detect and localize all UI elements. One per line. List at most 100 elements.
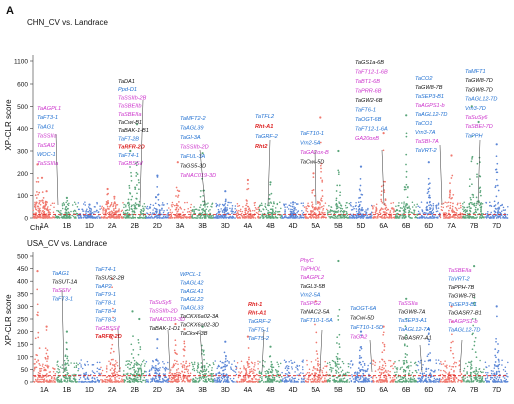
data-point <box>206 215 209 217</box>
peak-point <box>33 215 36 218</box>
data-point <box>154 368 156 370</box>
data-point <box>149 216 152 219</box>
gene-label: TaAG1 <box>37 124 54 130</box>
data-point <box>174 359 176 362</box>
gene-label: TaAGL12-7D <box>415 112 447 118</box>
data-point <box>66 379 69 382</box>
data-point <box>86 377 89 380</box>
data-point <box>96 361 99 364</box>
data-point <box>165 216 167 219</box>
data-point <box>346 379 349 381</box>
peak-point <box>498 215 501 218</box>
data-point <box>77 217 80 219</box>
data-point <box>316 216 318 218</box>
data-point <box>255 211 258 214</box>
data-point <box>394 366 396 368</box>
data-point <box>254 217 257 219</box>
data-point <box>423 211 426 214</box>
data-point <box>259 376 261 378</box>
peak-point <box>475 202 478 205</box>
data-point <box>180 378 183 380</box>
data-point <box>163 368 166 370</box>
data-point <box>367 367 369 370</box>
peak-point <box>402 215 405 217</box>
data-point <box>463 380 465 383</box>
peak-point <box>66 348 68 351</box>
peak-point <box>449 182 451 184</box>
data-point <box>453 363 455 365</box>
peak-point <box>495 168 498 171</box>
data-point <box>268 202 270 204</box>
data-point <box>214 217 217 219</box>
data-point <box>62 202 65 204</box>
data-point <box>336 366 339 368</box>
data-point <box>266 370 268 372</box>
data-point <box>85 210 87 213</box>
peak-point <box>291 205 294 208</box>
data-point <box>454 361 456 363</box>
data-point <box>176 212 178 215</box>
gene-label: TaTFL2 <box>255 114 275 120</box>
data-point <box>331 209 333 212</box>
data-point <box>367 379 370 382</box>
peak-point <box>479 191 481 194</box>
peak-point <box>224 215 227 217</box>
data-point <box>346 214 349 216</box>
gene-label: TaCO2 <box>415 76 433 82</box>
data-point <box>485 371 487 374</box>
data-point <box>403 217 406 219</box>
peak-point <box>158 204 161 207</box>
data-point <box>253 366 255 368</box>
peak-point <box>113 368 116 371</box>
data-point <box>306 363 308 366</box>
data-point <box>419 381 422 383</box>
data-point <box>489 376 492 379</box>
data-point <box>235 213 238 215</box>
data-point <box>490 372 493 375</box>
peak-point <box>107 215 110 218</box>
data-point <box>434 369 436 372</box>
peak-point <box>477 208 479 210</box>
peak-point <box>46 355 49 358</box>
peak-point <box>290 214 293 216</box>
data-point <box>296 215 299 218</box>
data-point <box>221 211 224 213</box>
data-point <box>84 201 86 203</box>
data-point <box>393 362 395 365</box>
peak-point <box>113 215 115 217</box>
data-point <box>46 381 48 383</box>
gene-label: TaSSIIb-2B <box>118 95 147 101</box>
data-point <box>474 372 476 374</box>
peak-point <box>321 179 324 182</box>
data-point <box>391 381 394 383</box>
data-point <box>53 377 55 379</box>
data-point <box>170 215 173 217</box>
data-point <box>306 207 308 210</box>
data-point <box>342 362 345 365</box>
data-point <box>429 207 431 209</box>
data-point <box>279 373 281 376</box>
data-point <box>56 364 58 366</box>
data-point <box>146 380 148 383</box>
data-point <box>495 217 498 219</box>
data-point <box>493 367 496 369</box>
peak-point <box>403 209 406 212</box>
data-point <box>157 367 160 370</box>
leader-line <box>381 149 385 206</box>
data-point <box>475 204 477 207</box>
peak-point <box>35 202 38 205</box>
data-point <box>431 209 434 212</box>
data-point <box>94 216 97 219</box>
data-point <box>56 209 58 212</box>
peak-point <box>107 192 109 195</box>
data-point <box>283 216 286 219</box>
data-point <box>105 371 108 373</box>
data-point <box>190 379 192 381</box>
data-point <box>141 213 143 216</box>
data-point <box>152 360 154 363</box>
data-point <box>192 365 194 368</box>
peak-point <box>292 217 295 219</box>
data-point <box>57 381 59 383</box>
data-point <box>125 378 128 380</box>
data-point <box>102 216 104 218</box>
